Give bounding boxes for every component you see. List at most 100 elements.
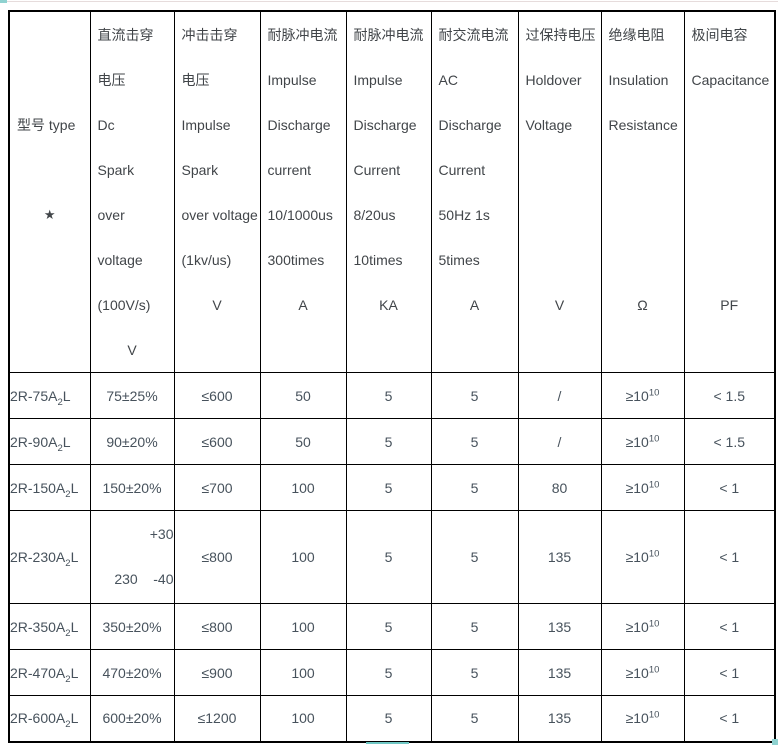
header-line: 5times (438, 251, 480, 268)
cell-dc-spark: 90±20% (89, 418, 175, 465)
header-line: 8/20us (353, 206, 396, 223)
header-line (10, 147, 89, 192)
cell-type: 2R-150A2L (8, 464, 91, 511)
header-line: Spark (181, 161, 219, 178)
header-line: V (212, 296, 222, 313)
cell-type: 2R-470A2L (8, 649, 91, 696)
cell-impulse-discharge-ka: 5 (345, 418, 432, 465)
cell-type: 2R-75A2L (8, 372, 91, 419)
header-line: 过保持电压 (525, 26, 596, 43)
header-line: A (469, 296, 480, 313)
header-line: Voltage (525, 116, 573, 133)
cell-impulse-discharge-ka: 5 (345, 649, 432, 696)
header-line: Ω (637, 296, 648, 313)
header-dc-spark: 直流击穿 电压 Dc Spark over voltage (100V/s) V (89, 10, 175, 373)
header-line: current (267, 161, 312, 178)
cell-holdover: / (517, 418, 602, 465)
header-line (10, 12, 89, 57)
cell-type: 2R-90A2L (8, 418, 91, 465)
cell-ac-discharge: 5 (430, 649, 519, 696)
cell-holdover: 135 (517, 603, 602, 650)
cell-holdover: 80 (517, 464, 602, 511)
cell-impulse-spark: ≤1200 (173, 695, 261, 742)
table-row: 2R-90A2L 90±20% ≤600 50 5 5/≥1010 < 1.5 (8, 418, 776, 465)
header-line (602, 147, 683, 192)
cell-impulse-discharge-ka: 5 (345, 695, 432, 742)
header-insulation: 绝缘电阻 Insulation Resistance Ω (600, 10, 685, 373)
cell-capacitance: < 1 (683, 649, 776, 696)
header-line: 耐交流电流 (438, 26, 509, 43)
header-ac-discharge: 耐交流电流 AC Discharge Current 50Hz 1s 5times A (430, 10, 519, 373)
header-line (10, 327, 89, 372)
header-line: Impulse (267, 71, 317, 88)
header-line: 极间电容 (691, 26, 748, 43)
cell-insulation: ≥1010 (600, 510, 685, 604)
table-row: 2R-230A2L +30 230 -40 ≤800 100 5 5 135 ≥1010 < 1 (8, 510, 776, 604)
header-impulse-discharge-a: 耐脉冲电流 Impulse Discharge current 10/1000us 300… (259, 10, 347, 373)
header-line: 50Hz 1s (438, 206, 490, 223)
cell-dc-spark: 350±20% (89, 603, 175, 650)
header-line: V (554, 296, 565, 313)
cell-capacitance: < 1 (683, 603, 776, 650)
cell-impulse-spark: ≤600 (173, 418, 261, 465)
cell-holdover: / (517, 372, 602, 419)
cell-ac-discharge: 5 (430, 695, 519, 742)
table-row: 2R-75A2L 75±25% ≤600 50 5 5/≥1010 < 1.5 (8, 372, 776, 419)
table-row: 2R-600A2L 600±20% ≤1200 100 5 5 135 ≥1010 < 1 (8, 695, 776, 742)
header-line (602, 327, 683, 372)
header-line: (1kv/us) (181, 251, 232, 268)
cell-ac-discharge: 5 (430, 464, 519, 511)
header-line: V (127, 341, 137, 358)
table-row: 2R-150A2L 150±20% ≤700 100 5 5 80 ≥1010 < 1 (8, 464, 776, 511)
cell-ac-discharge: 5 (430, 418, 519, 465)
cell-impulse-discharge-a: 100 (259, 510, 347, 604)
header-line (519, 147, 600, 192)
header-line: Resistance (608, 116, 678, 133)
header-line (261, 327, 345, 372)
cell-ac-discharge: 5 (430, 603, 519, 650)
cell-impulse-discharge-ka: 5 (345, 372, 432, 419)
spec-table: 型号 type ★ 直流击穿 电压 Dc Spark over voltage (100V/s)… (8, 10, 776, 743)
selection-handle-icon[interactable] (0, 0, 7, 3)
cell-holdover: 135 (517, 695, 602, 742)
header-line: over voltage (181, 206, 258, 223)
cell-impulse-spark: ≤900 (173, 649, 261, 696)
cell-type: 2R-350A2L (8, 603, 91, 650)
header-line: 冲击击穿 (181, 26, 238, 43)
cell-ac-discharge: 5 (430, 372, 519, 419)
header-line (602, 192, 683, 237)
cell-impulse-discharge-a: 100 (259, 649, 347, 696)
cell-insulation: ≥1010 (600, 603, 685, 650)
cell-insulation: ≥1010 (600, 418, 685, 465)
header-line (685, 102, 774, 147)
cell-impulse-discharge-ka: 5 (345, 603, 432, 650)
cell-impulse-discharge-a: 50 (259, 372, 347, 419)
cell-impulse-spark: ≤800 (173, 510, 261, 604)
cell-dc-spark: 75±25% (89, 372, 175, 419)
header-line: AC (438, 71, 458, 88)
cell-impulse-spark: ≤600 (173, 372, 261, 419)
top-border-artifact (0, 1, 778, 2)
cell-impulse-discharge-a: 100 (259, 464, 347, 511)
header-line: Capacitance (691, 71, 770, 88)
header-line (685, 147, 774, 192)
header-type: 型号 type ★ (8, 10, 91, 373)
header-line (519, 327, 600, 372)
header-line: Impulse (181, 116, 231, 133)
table-resize-handle-icon[interactable] (772, 739, 778, 745)
header-line: over (97, 206, 125, 223)
cell-impulse-discharge-a: 100 (259, 603, 347, 650)
cell-capacitance: < 1 (683, 464, 776, 511)
header-line: Current (353, 161, 401, 178)
header-line: Insulation (608, 71, 669, 88)
header-line (685, 327, 774, 372)
cell-impulse-discharge-ka: 5 (345, 510, 432, 604)
header-line (10, 57, 89, 102)
header-line (10, 282, 89, 327)
header-line: KA (379, 296, 398, 313)
star-icon: ★ (43, 206, 56, 222)
header-line: Holdover (525, 71, 582, 88)
header-line: 耐脉冲电流 (353, 26, 424, 43)
cell-dc-spark: 600±20% (89, 695, 175, 742)
